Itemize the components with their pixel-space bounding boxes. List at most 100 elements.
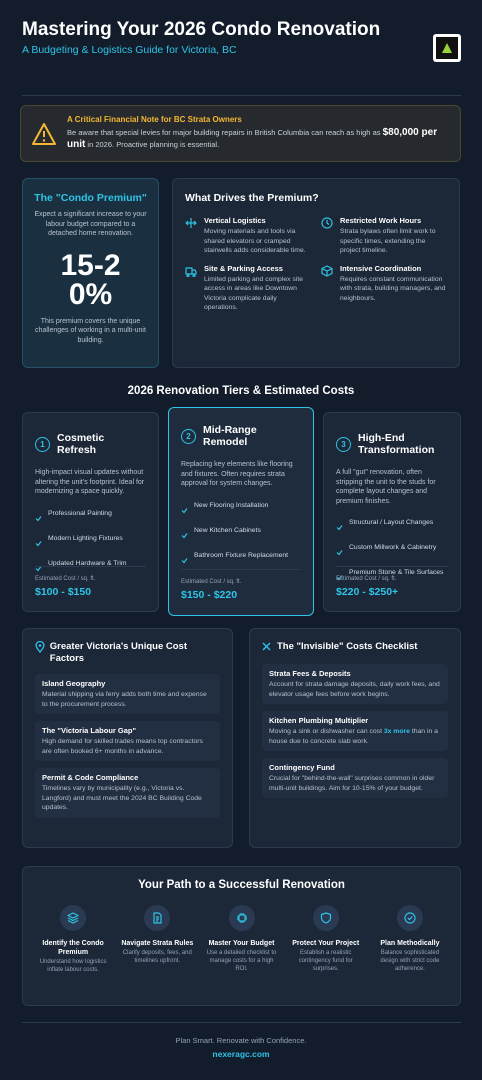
step-title: Navigate Strata Rules (121, 940, 194, 947)
text: Moving a sink or dishwasher can cost (269, 728, 382, 735)
driver-body: Vertical Logistics Moving materials and t… (204, 216, 311, 256)
feature: Updated Hardware & Trim (35, 559, 146, 577)
check-icon (35, 509, 42, 527)
check-icon (35, 534, 42, 552)
tagline: Plan Smart. Renovate with Confidence. (175, 1036, 307, 1045)
icon (404, 912, 416, 924)
path-card: Your Path to a Successful Renovation Ide… (22, 866, 461, 1006)
feature-text: Updated Hardware & Trim (48, 559, 127, 567)
premium-figure: 15-20% (60, 248, 121, 311)
icon (153, 912, 162, 924)
subtitle: A Budgeting & Logistics Guide for Victor… (22, 44, 237, 56)
check-item: Strata Fees & Deposits Account for strata… (262, 664, 448, 704)
driver-body: Intensive Coordination Requires constant … (340, 264, 447, 313)
driver: Site & Parking Access Limited parking and… (185, 264, 311, 313)
cost-label: Estimated Cost / sq. ft. (181, 579, 242, 585)
driver-title: Intensive Coordination (340, 263, 422, 273)
icon (67, 912, 79, 924)
divider (22, 95, 461, 96)
feature-text: Custom Millwork & Cabinetry (349, 544, 437, 551)
tier-card: 1 Cosmetic Refresh High-impact visual upda… (22, 412, 159, 612)
feature-list: Professional Painting Modern Lighting Fix… (35, 509, 146, 577)
check-item: Kitchen Plumbing Multiplier Moving a sink… (262, 711, 448, 751)
factor-text: Material shipping via ferry adds both ti… (42, 691, 207, 708)
divider (22, 1022, 461, 1023)
driver-text: Strata bylaws often limit work to specif… (340, 228, 436, 254)
tier-name: High-End Transformation (358, 431, 435, 457)
tier-name: Mid-Range Remodel (203, 423, 257, 449)
factor-title: The "Victoria Labour Gap" (42, 726, 137, 735)
check-text: Moving a sink or dishwasher can cost 3x … (269, 727, 441, 746)
x-icon (262, 642, 271, 651)
alert-title: A Critical Financial Note for BC Strata … (67, 115, 242, 124)
alert-text: Be aware that special levies for major b… (67, 127, 452, 151)
step-text: Use a detailed checklist to manage costs… (206, 950, 277, 972)
feature-text: Bathroom Fixture Replacement (194, 551, 289, 559)
step-text: Understand how logistics inflate labour … (39, 959, 107, 973)
factor-text: High demand for skilled trades means top… (42, 738, 203, 755)
driver-title: Restricted Work Hours (340, 216, 422, 225)
check-title: Kitchen Plumbing Multiplier (269, 716, 369, 725)
text: Be aware that special levies for major b… (67, 128, 381, 137)
tier-card: 2 Mid-Range Remodel Replacing key elements… (168, 407, 314, 616)
tier-number: 3 (336, 436, 351, 452)
factors-list: Island Geography Material shipping via fe… (35, 674, 220, 818)
feature-text: Professional Painting (48, 509, 112, 517)
step: Navigate Strata Rules Clarify deposits, f… (115, 905, 199, 974)
step-icon (228, 905, 255, 931)
step: Identify the Condo Premium Understand how… (31, 905, 115, 974)
driver-icon (321, 216, 333, 256)
premium-title: The "Condo Premium" (34, 192, 147, 204)
icon (321, 217, 333, 229)
icon (185, 266, 197, 278)
premium-text: Expect a significant increase to your la… (34, 211, 147, 237)
step-icon (396, 905, 423, 931)
factor: Island Geography Material shipping via fe… (35, 674, 220, 714)
feature: Bathroom Fixture Replacement (181, 551, 301, 569)
warning-icon (32, 123, 56, 145)
check (35, 565, 42, 571)
premium-note: This premium covers the unique challenge… (35, 317, 146, 344)
check-icon (35, 559, 42, 577)
site: nexeragc.com (212, 1049, 270, 1059)
cost: $150 - $220 (181, 589, 238, 601)
logo-icon (442, 43, 452, 53)
factor-text: Timelines vary by municipality (e.g., Vi… (42, 785, 202, 811)
step-icon (312, 905, 339, 931)
cost: $100 - $150 (35, 586, 92, 598)
driver-text: Limited parking and complex site access … (204, 275, 303, 312)
drivers-grid: Vertical Logistics Moving materials and t… (185, 216, 447, 313)
feature-text: New Kitchen Cabinets (194, 526, 261, 534)
factors-card: Greater Victoria's Unique Cost Factors I… (22, 628, 233, 848)
tier-text: High-impact visual updates without alter… (35, 469, 145, 495)
feature-text: Modern Lighting Fixtures (48, 534, 123, 542)
check (35, 515, 42, 521)
check (181, 557, 188, 563)
text: in 2026. Proactive planning is essential… (87, 140, 220, 149)
driver-title: Vertical Logistics (204, 216, 266, 225)
factor: Permit & Code Compliance Timelines vary b… (35, 768, 220, 818)
check-icon (181, 526, 188, 544)
check (336, 525, 343, 531)
step-icon (144, 905, 171, 931)
check-title: Strata Fees & Deposits (269, 669, 351, 678)
check-icon (336, 543, 343, 561)
steps: Identify the Condo Premium Understand how… (31, 905, 452, 974)
premium-card: The "Condo Premium" Expect a significant… (22, 178, 159, 368)
step-title: Master Your Budget (208, 940, 275, 947)
path-title: Your Path to a Successful Renovation (138, 879, 345, 891)
tier-card: 3 High-End Transformation A full "gut" ren… (323, 412, 461, 612)
feature: Custom Millwork & Cabinetry (336, 543, 448, 561)
text: than in a house due to concrete slab wor… (269, 728, 438, 745)
feature-text: Premium Stone & Tile Surfaces (349, 569, 444, 576)
driver-body: Restricted Work Hours Strata bylaws often… (340, 216, 447, 256)
tier-cost: Estimated Cost / sq. ft. $100 - $150 (35, 566, 146, 598)
factors-title: Greater Victoria's Unique Cost Factors (49, 641, 188, 664)
title: Mastering Your 2026 Condo Renovation (22, 19, 381, 40)
feature: Structural / Layout Changes (336, 518, 448, 536)
driver-text: Requires constant communication with str… (340, 275, 446, 302)
highlight: 3x more (383, 728, 410, 735)
icon (185, 218, 197, 228)
driver: Vertical Logistics Moving materials and t… (185, 216, 311, 256)
